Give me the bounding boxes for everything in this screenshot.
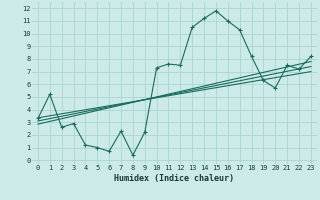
X-axis label: Humidex (Indice chaleur): Humidex (Indice chaleur) [115,174,234,183]
